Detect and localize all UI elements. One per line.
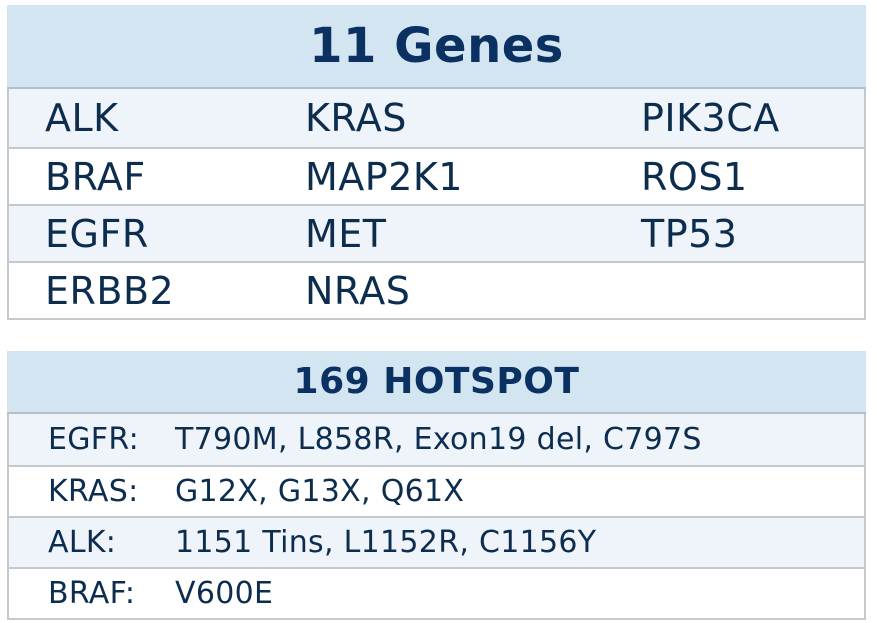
hotspot-mutations: V600E [175,576,274,611]
hotspot-table: 169 HOTSPOT EGFR: T790M, L858R, Exon19 d… [7,351,866,620]
table-row: KRAS: G12X, G13X, Q61X [9,465,864,516]
hotspot-table-body: EGFR: T790M, L858R, Exon19 del, C797S KR… [7,414,866,620]
gene-cell: ERBB2 [45,268,175,313]
gene-cell: MAP2K1 [305,154,463,199]
gene-cell: MET [305,211,387,256]
gene-cell: NRAS [305,268,411,313]
table-row: ALK KRAS PIK3CA [9,89,864,147]
hotspot-gene-label: EGFR: [48,422,139,457]
genes-table-body: ALK KRAS PIK3CA BRAF MAP2K1 ROS1 EGFR ME… [7,89,866,320]
hotspot-mutations: G12X, G13X, Q61X [175,474,465,509]
gene-cell: PIK3CA [641,96,780,140]
hotspot-mutations: T790M, L858R, Exon19 del, C797S [175,422,702,457]
hotspot-mutations: 1151 Tins, L1152R, C1156Y [175,525,597,560]
table-row: ERBB2 NRAS [9,261,864,318]
table-row: BRAF: V600E [9,567,864,618]
hotspot-table-title: 169 HOTSPOT [7,351,866,414]
genes-table: 11 Genes ALK KRAS PIK3CA BRAF MAP2K1 ROS… [7,5,866,321]
genes-table-title: 11 Genes [7,5,866,89]
gene-cell: KRAS [305,96,407,140]
hotspot-gene-label: BRAF: [48,576,136,611]
table-row: BRAF MAP2K1 ROS1 [9,147,864,204]
gene-cell: ROS1 [641,154,748,199]
gene-cell: ALK [45,96,119,140]
table-row: ALK: 1151 Tins, L1152R, C1156Y [9,516,864,567]
hotspot-gene-label: ALK: [48,525,117,560]
table-row: EGFR MET TP53 [9,204,864,261]
gene-cell: EGFR [45,211,149,256]
gene-cell: TP53 [641,211,738,256]
table-row: EGFR: T790M, L858R, Exon19 del, C797S [9,414,864,465]
gene-cell: BRAF [45,154,146,199]
hotspot-gene-label: KRAS: [48,474,139,509]
